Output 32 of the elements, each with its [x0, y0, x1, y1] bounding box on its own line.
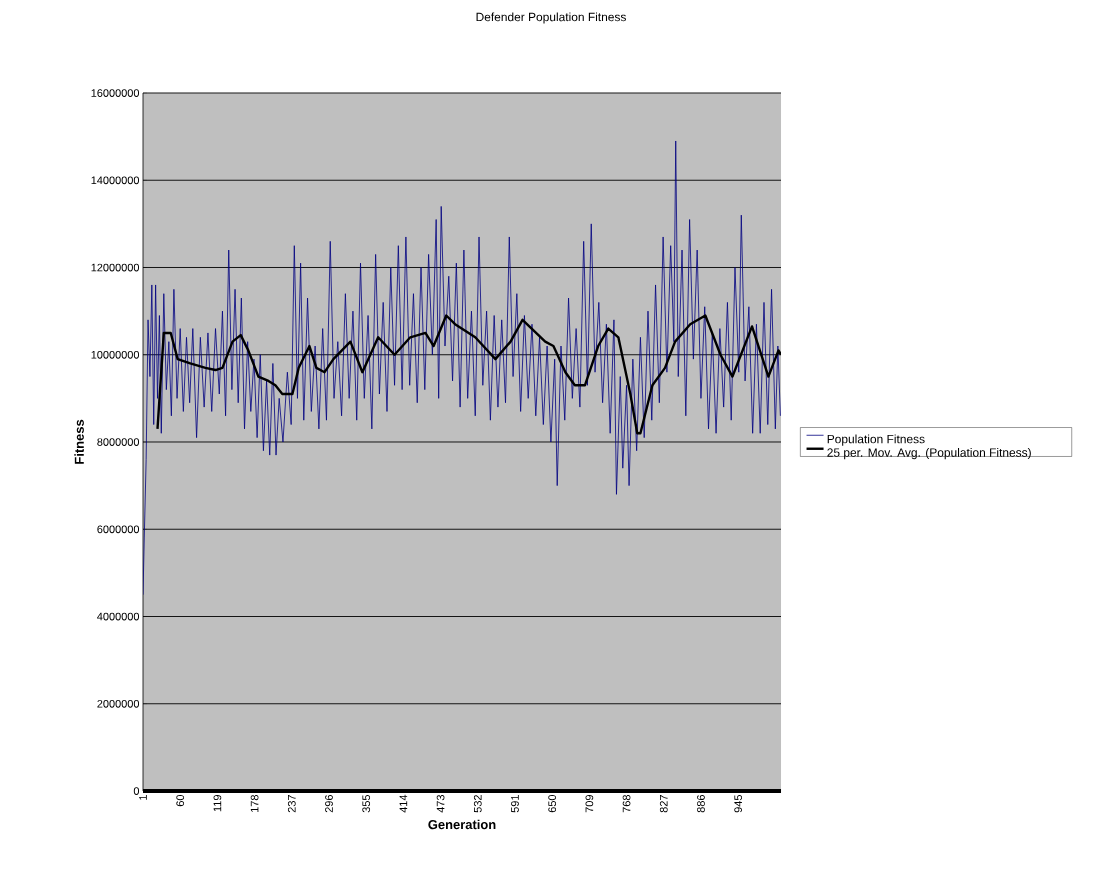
y-tick-label: 6000000 — [97, 525, 140, 534]
x-tick-label: 650 — [548, 794, 557, 813]
legend-label: 25 per. Mov. Avg. (Population Fitness) — [827, 448, 1031, 460]
y-tick-label: 0 — [133, 787, 140, 795]
x-tick-label: 60 — [176, 794, 185, 807]
y-tick-label: 4000000 — [97, 612, 140, 621]
x-tick-label: 296 — [325, 795, 333, 813]
x-tick-label: 591 — [511, 795, 519, 813]
legend-label: Population Fitness — [827, 434, 925, 446]
x-tick-label: 886 — [697, 795, 705, 813]
x-tick-label: 709 — [585, 795, 594, 813]
y-tick-label: 2000000 — [97, 699, 140, 708]
y-tick-label: 8000000 — [97, 438, 140, 446]
x-tick-label: 768 — [622, 795, 631, 813]
y-tick-label: 14000000 — [91, 176, 140, 185]
x-tick-label: 532 — [473, 795, 482, 813]
x-tick-label: 414 — [399, 794, 408, 813]
x-tick-label: 119 — [213, 795, 222, 812]
x-tick-label: 1 — [139, 795, 147, 800]
x-tick-label: 237 — [287, 795, 296, 813]
x-tick-label: 178 — [250, 795, 259, 812]
x-axis-title: Generation — [428, 819, 496, 830]
y-tick-label: 16000000 — [91, 89, 140, 97]
chart-title: Defender Population Fitness — [476, 12, 626, 24]
y-tick-label: 10000000 — [91, 350, 140, 359]
y-tick-label: 12000000 — [91, 263, 140, 272]
x-tick-label: 473 — [436, 795, 445, 813]
line-series — [143, 140, 781, 596]
x-tick-label: 827 — [659, 795, 668, 813]
x-tick-label: 945 — [734, 794, 743, 813]
y-axis-title: Fitness — [74, 419, 84, 464]
x-tick-label: 355 — [362, 794, 371, 813]
